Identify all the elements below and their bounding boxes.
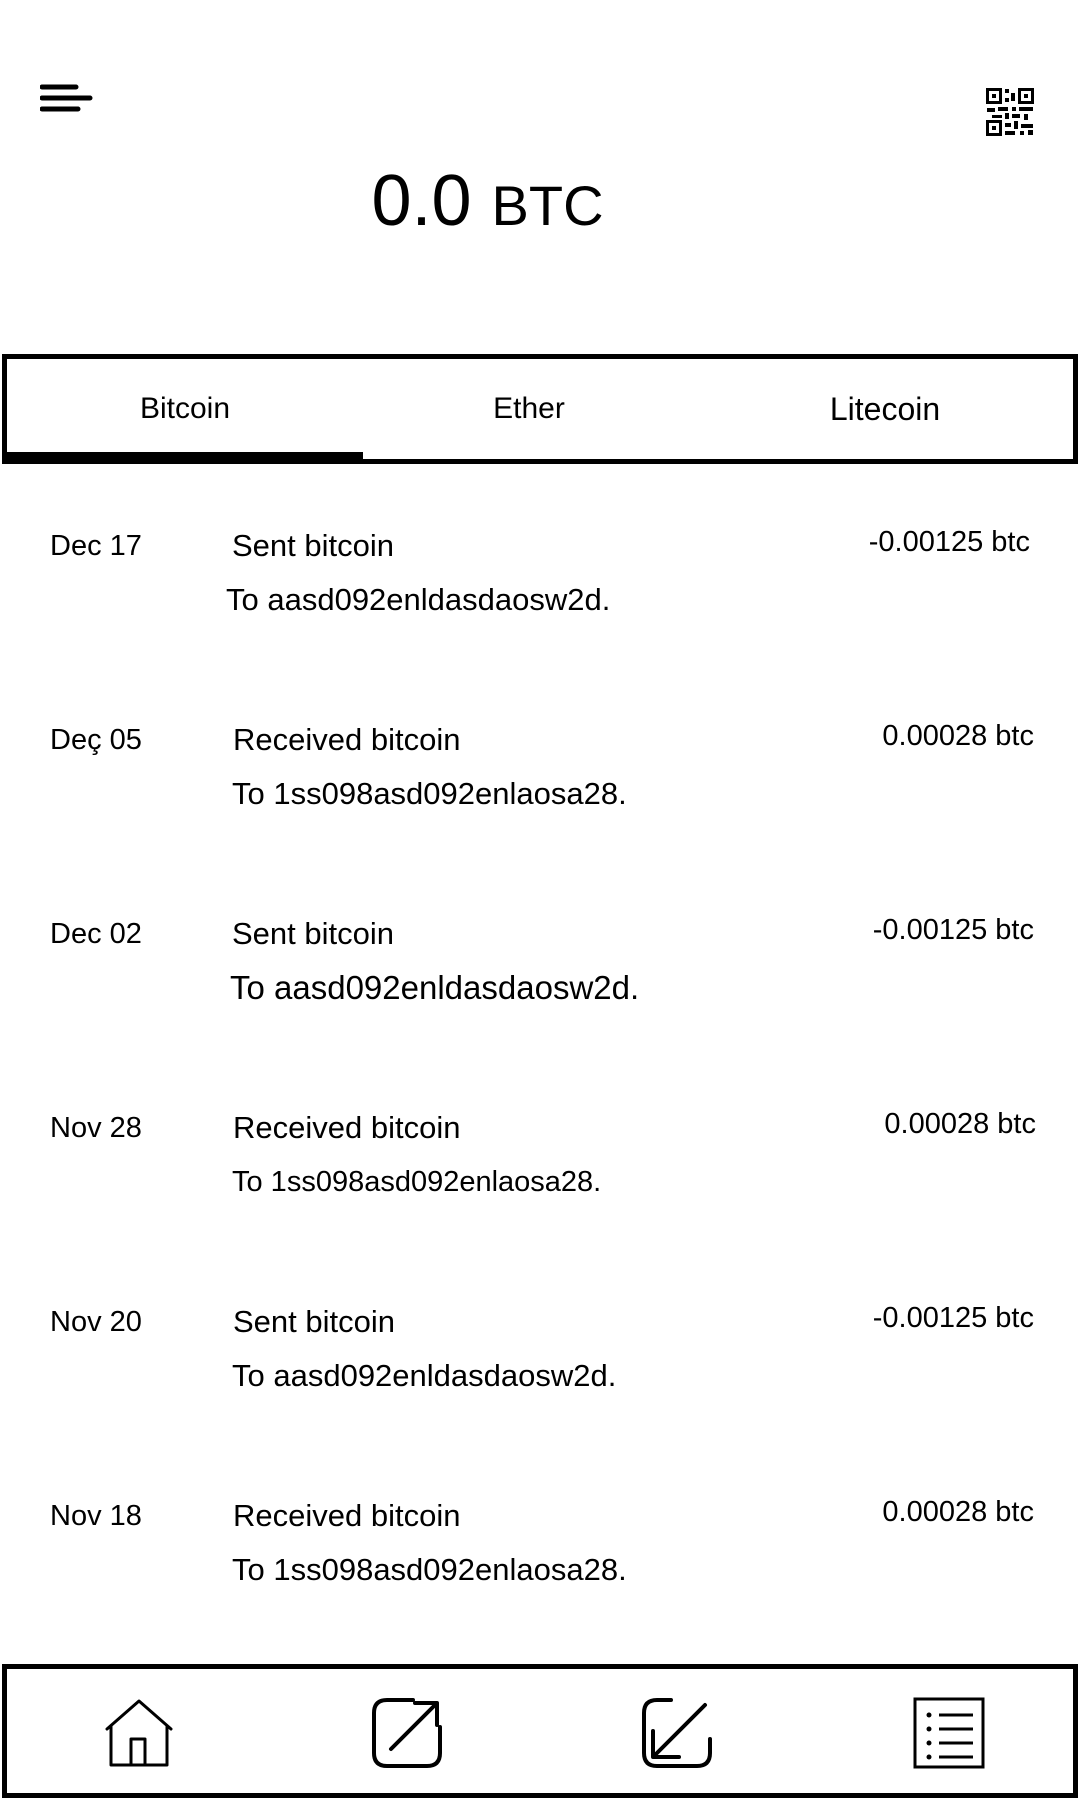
transaction-amount: 0.00028 btc [882, 1496, 1034, 1528]
transaction-title: Sent bitcoin [232, 916, 394, 951]
transactions-list-button[interactable] [911, 1695, 987, 1771]
balance-value: 0.0 [371, 161, 472, 241]
transaction-address: To aasd092enldasdaosw2d. [232, 1358, 617, 1393]
tab-litecoin[interactable]: Litecoin [829, 391, 941, 427]
transaction-title: Sent bitcoin [232, 528, 394, 563]
tab-bitcoin[interactable]: Bitcoin [139, 392, 231, 425]
transaction-address: To aasd092enldasdaosw2d. [230, 969, 640, 1006]
transaction-amount: 0.00028 btc [882, 720, 1034, 752]
transaction-row[interactable]: Deç 05 Received bitcoin To 1ss098asd092e… [0, 720, 1080, 862]
currency-tabs: Bitcoin Ether Litecoin [2, 354, 1078, 464]
transaction-amount: -0.00125 btc [872, 1302, 1034, 1334]
balance-unit: BTC [491, 174, 604, 237]
transaction-title: Sent bitcoin [233, 1304, 395, 1339]
transaction-date: Nov 28 [50, 1112, 142, 1144]
home-icon [105, 1699, 173, 1767]
transaction-title: Received bitcoin [233, 722, 461, 757]
qr-code-button[interactable] [986, 88, 1034, 136]
menu-icon [39, 84, 93, 112]
transaction-row[interactable]: Nov 28 Received bitcoin To 1ss098asd092e… [0, 1108, 1080, 1250]
transaction-date: Dec 02 [50, 918, 142, 950]
transaction-address: To 1ss098asd092enlaosa28. [232, 1166, 602, 1198]
transaction-date: Dec 17 [50, 530, 142, 562]
transaction-row[interactable]: Dec 02 Sent bitcoin To aasd092enldasdaos… [0, 914, 1080, 1056]
bottom-navigation [2, 1664, 1078, 1798]
transaction-row[interactable]: Nov 20 Sent bitcoin To aasd092enldasdaos… [0, 1302, 1080, 1444]
transaction-date: Nov 18 [50, 1500, 142, 1532]
transaction-amount: -0.00125 btc [872, 914, 1034, 946]
send-button[interactable] [369, 1695, 445, 1771]
transaction-list: Dec 17 Sent bitcoin To aasd092enldasdaos… [0, 526, 1080, 1638]
transaction-address: To 1ss098asd092enlaosa28. [232, 776, 627, 811]
transaction-date: Deç 05 [50, 724, 142, 756]
transaction-address: To 1ss098asd092enlaosa28. [232, 1552, 627, 1587]
transaction-title: Received bitcoin [233, 1498, 461, 1533]
transaction-amount: 0.00028 btc [884, 1108, 1036, 1140]
send-icon [372, 1698, 442, 1768]
home-button[interactable] [101, 1695, 177, 1771]
transaction-amount: -0.00125 btc [868, 526, 1030, 558]
receive-button[interactable] [639, 1695, 715, 1771]
receive-icon [642, 1698, 712, 1768]
tab-ether[interactable]: Ether [493, 392, 565, 425]
menu-button[interactable] [39, 84, 100, 134]
qr-code-icon [986, 88, 1034, 136]
balance-display: 0.0 BTC [0, 156, 975, 251]
transaction-title: Received bitcoin [233, 1110, 461, 1145]
transaction-row[interactable]: Nov 18 Received bitcoin To 1ss098asd092e… [0, 1496, 1080, 1638]
transaction-address: To aasd092enldasdaosw2d. [226, 582, 611, 617]
transaction-date: Nov 20 [50, 1306, 142, 1338]
selected-tab-indicator [7, 452, 363, 459]
transaction-row[interactable]: Dec 17 Sent bitcoin To aasd092enldasdaos… [0, 526, 1080, 668]
list-icon [913, 1697, 985, 1769]
